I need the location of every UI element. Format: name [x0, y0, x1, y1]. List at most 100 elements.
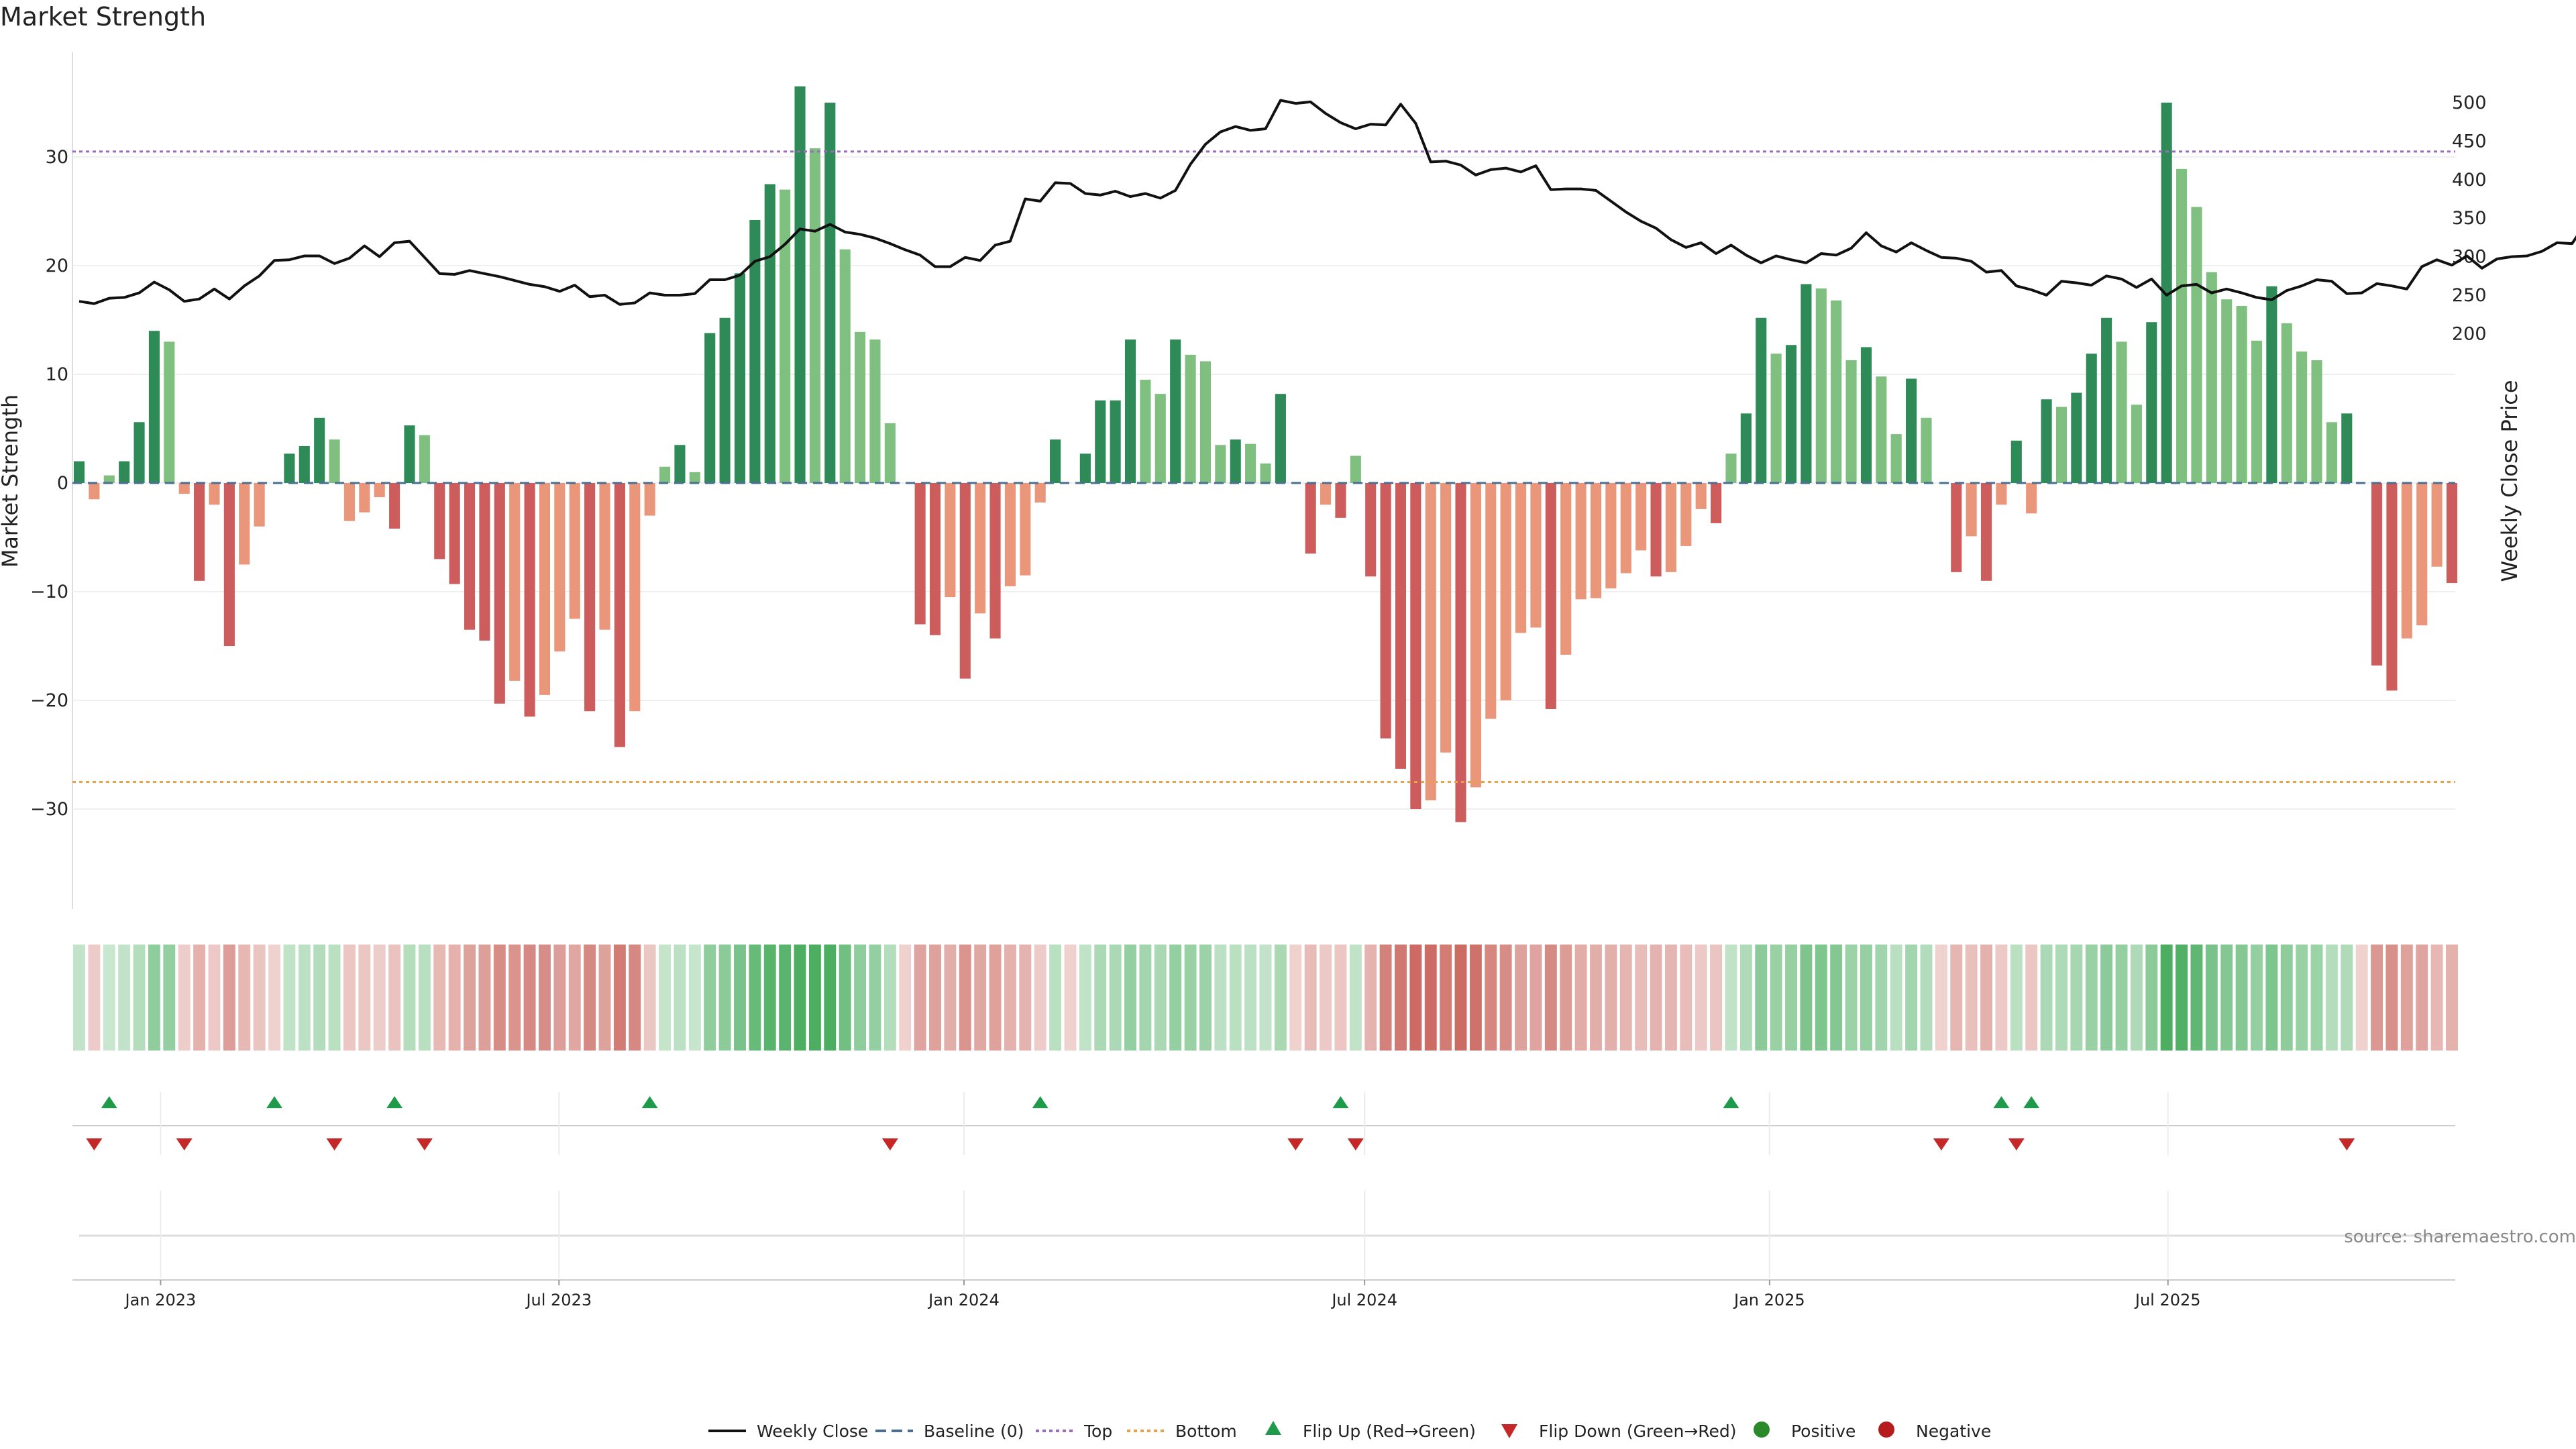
heat-cell	[223, 945, 235, 1051]
strength-bar	[2296, 351, 2308, 483]
y2-tick-label: 500	[2452, 93, 2487, 113]
bottom-panel: Jan 2023 Jul 2023 Jan 2024 Jul 2024 Jan 2025…	[72, 1191, 2576, 1309]
heat-cell	[1499, 945, 1512, 1051]
heat-cell	[1800, 945, 1813, 1051]
legend-item: Bottom	[1127, 1421, 1237, 1441]
strength-bar	[1350, 455, 1361, 483]
y2-tick-label: 450	[2452, 131, 2487, 152]
heat-cell	[1274, 945, 1287, 1051]
flip-down-marker	[416, 1138, 433, 1150]
y2-tick-label: 200	[2452, 323, 2487, 344]
strength-bar	[1020, 483, 1031, 576]
strength-bar	[659, 466, 671, 483]
strength-bar	[1335, 483, 1346, 518]
heat-cell	[1289, 945, 1302, 1051]
heat-cell	[433, 945, 446, 1051]
heat-cell	[2130, 945, 2143, 1051]
heat-cell	[1860, 945, 1872, 1051]
strength-bar	[1004, 483, 1016, 586]
heat-cell	[2176, 945, 2188, 1051]
strength-bar	[1650, 483, 1662, 577]
y-tick-label: −20	[30, 690, 68, 711]
heat-cell	[1995, 945, 2008, 1051]
strength-bar	[1155, 394, 1166, 483]
strength-bar	[1605, 483, 1617, 589]
flip-down-marker	[86, 1138, 103, 1150]
strength-bar	[2101, 317, 2112, 483]
heat-cell	[448, 945, 461, 1051]
heat-cell	[659, 945, 672, 1051]
heat-cell	[2251, 945, 2263, 1051]
strength-bar	[989, 483, 1001, 639]
strength-bar	[554, 483, 566, 652]
strength-bar	[2055, 407, 2068, 483]
legend-item: Flip Up (Red→Green)	[1265, 1421, 1476, 1441]
strength-bar	[239, 483, 250, 565]
strength-bar	[164, 341, 175, 483]
heat-cell	[238, 945, 251, 1051]
strength-bar	[1320, 483, 1332, 505]
strength-bar	[2131, 405, 2142, 483]
heat-cell	[944, 945, 957, 1051]
x-tick-label: Jan 2024	[927, 1291, 1000, 1309]
heat-cell	[1199, 945, 1212, 1051]
strength-bar	[1365, 483, 1377, 577]
strength-bar	[178, 483, 190, 494]
heat-cell	[493, 945, 506, 1051]
strength-bar	[2281, 323, 2292, 483]
y-tick-label: 20	[46, 256, 68, 276]
heat-cell	[2235, 945, 2248, 1051]
heat-cell	[959, 945, 971, 1051]
strength-bar	[119, 461, 130, 483]
legend-swatch	[1501, 1424, 1517, 1438]
strength-bar	[749, 219, 761, 483]
y-tick-label: 30	[46, 147, 68, 168]
x-axis: Jan 2023 Jul 2023 Jan 2024 Jul 2024 Jan 2025…	[124, 1280, 2201, 1309]
flip-down-marker	[1933, 1138, 1949, 1150]
strength-bar	[1860, 347, 1872, 483]
heat-cell	[2280, 945, 2293, 1051]
heat-cell	[148, 945, 160, 1051]
strength-bar	[2026, 483, 2037, 514]
heat-cell	[388, 945, 401, 1051]
legend-label: Bottom	[1175, 1421, 1237, 1441]
heat-cell	[208, 945, 221, 1051]
heat-cell	[1755, 945, 1768, 1051]
strength-bar	[1470, 483, 1481, 788]
heat-cell	[1619, 945, 1632, 1051]
flip-down-marker	[326, 1138, 343, 1150]
strength-bar	[1635, 483, 1647, 551]
heat-cell	[613, 945, 626, 1051]
strength-bar	[914, 483, 926, 625]
heat-cell	[2055, 945, 2068, 1051]
strength-bar	[524, 483, 535, 717]
flip-down-marker	[1347, 1138, 1364, 1150]
strength-bar	[494, 483, 505, 704]
strength-bar	[734, 273, 746, 483]
heat-cell	[1019, 945, 1032, 1051]
legend-item: Baseline (0)	[875, 1421, 1024, 1441]
strength-bar	[1124, 339, 1136, 483]
strength-bar	[2416, 483, 2428, 626]
heat-cell	[2025, 945, 2038, 1051]
heat-cell	[1635, 945, 1648, 1051]
strength-bar	[1245, 443, 1256, 483]
strength-bar	[599, 483, 610, 630]
y-tick-label: −30	[30, 799, 68, 820]
heat-cell	[103, 945, 115, 1051]
strength-bar	[329, 439, 340, 483]
heat-cell	[643, 945, 656, 1051]
heat-cell	[163, 945, 176, 1051]
strength-bar	[2116, 341, 2127, 483]
flip-up-marker	[1032, 1096, 1049, 1108]
strength-bar	[704, 333, 716, 483]
flip-up-marker	[641, 1096, 658, 1108]
x-tick-label: Jul 2023	[525, 1291, 592, 1309]
heat-cell	[553, 945, 566, 1051]
heat-cell	[253, 945, 266, 1051]
heat-cell	[358, 945, 371, 1051]
x-tick-label: Jul 2024	[1330, 1291, 1397, 1309]
legend-item: Top	[1036, 1421, 1112, 1441]
strength-bar	[464, 483, 476, 630]
